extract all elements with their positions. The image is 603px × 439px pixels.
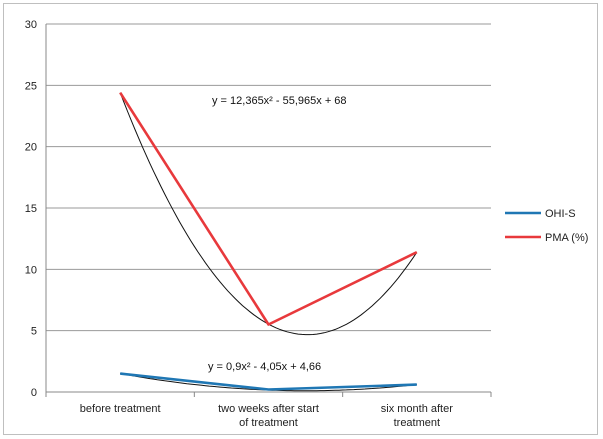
x-tick-label: two weeks after start of treatment [218,403,319,429]
y-tick-label: 15 [25,203,37,215]
trendline-equation: y = 0,9x² - 4,05x + 4,66 [208,361,321,373]
y-tick-label: 20 [25,142,37,154]
legend-label: OHI-S [545,208,576,220]
trendline [120,373,417,392]
x-tick-label: six month after treatment [381,403,453,429]
x-tick-label: before treatment [80,403,161,415]
y-tick-label: 0 [31,387,37,399]
chart-frame [3,3,598,435]
trendline-equation: y = 12,365x² - 55,965x + 68 [212,95,347,107]
y-tick-label: 10 [25,264,37,276]
legend-label: PMA (%) [545,232,588,244]
y-tick-label: 5 [31,326,37,338]
y-tick-label: 30 [25,19,37,31]
y-tick-label: 25 [25,80,37,92]
trendline [119,92,418,336]
series-line [119,91,418,326]
series-line [120,372,417,391]
